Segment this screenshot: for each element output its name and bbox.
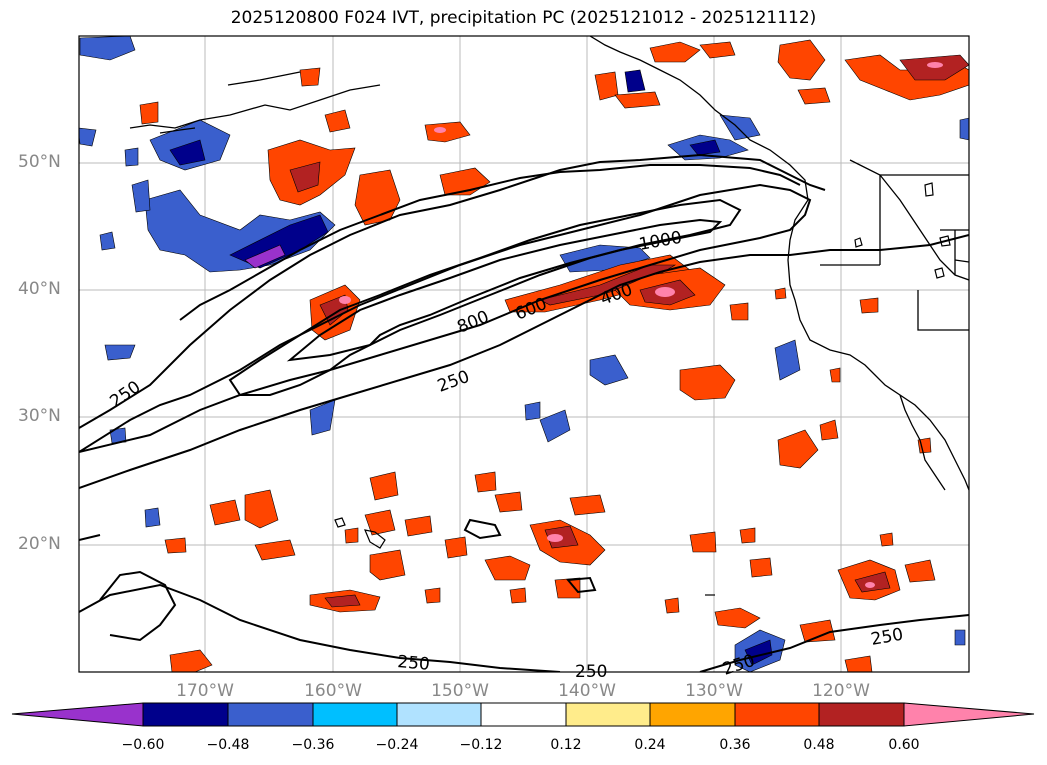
lon-label: 130°W (685, 681, 743, 701)
colorbar-tick: 0.12 (550, 737, 582, 753)
positive-anomaly-blobs (139, 39, 969, 672)
strong-positive-cores (339, 62, 943, 588)
colorbar-tick: −0.60 (121, 737, 165, 753)
ivt-contours (79, 153, 969, 672)
map-title: 2025120800 F024 IVT, precipitation PC (2… (230, 8, 817, 28)
lat-label: 50°N (18, 152, 61, 172)
colorbar-tick: −0.12 (459, 737, 503, 753)
coastlines (129, 36, 969, 491)
lat-label: 30°N (18, 406, 61, 426)
lon-label: 170°W (176, 681, 234, 701)
lat-label: 20°N (18, 534, 61, 554)
colorbar-tick: 0.60 (888, 737, 920, 753)
colorbar (11, 702, 1035, 727)
colorbar-tick: 0.36 (719, 737, 751, 753)
lon-label: 160°W (304, 681, 362, 701)
colorbar-tick: 0.24 (634, 737, 666, 753)
colorbar-tick: −0.24 (375, 737, 419, 753)
lat-label: 40°N (18, 279, 61, 299)
contour-label: 250 (575, 662, 607, 682)
colorbar-tick: −0.36 (291, 737, 335, 753)
contour-label: 250 (397, 652, 431, 675)
lon-label: 120°W (812, 681, 870, 701)
colorbar-extend-low (11, 702, 144, 727)
islands (334, 182, 951, 596)
colorbar-tick: −0.48 (206, 737, 250, 753)
lon-label: 140°W (558, 681, 616, 701)
colorbar-extend-high (903, 702, 1035, 727)
lon-label: 150°W (431, 681, 489, 701)
map-frame (78, 35, 970, 673)
colorbar-tick: 0.48 (803, 737, 835, 753)
